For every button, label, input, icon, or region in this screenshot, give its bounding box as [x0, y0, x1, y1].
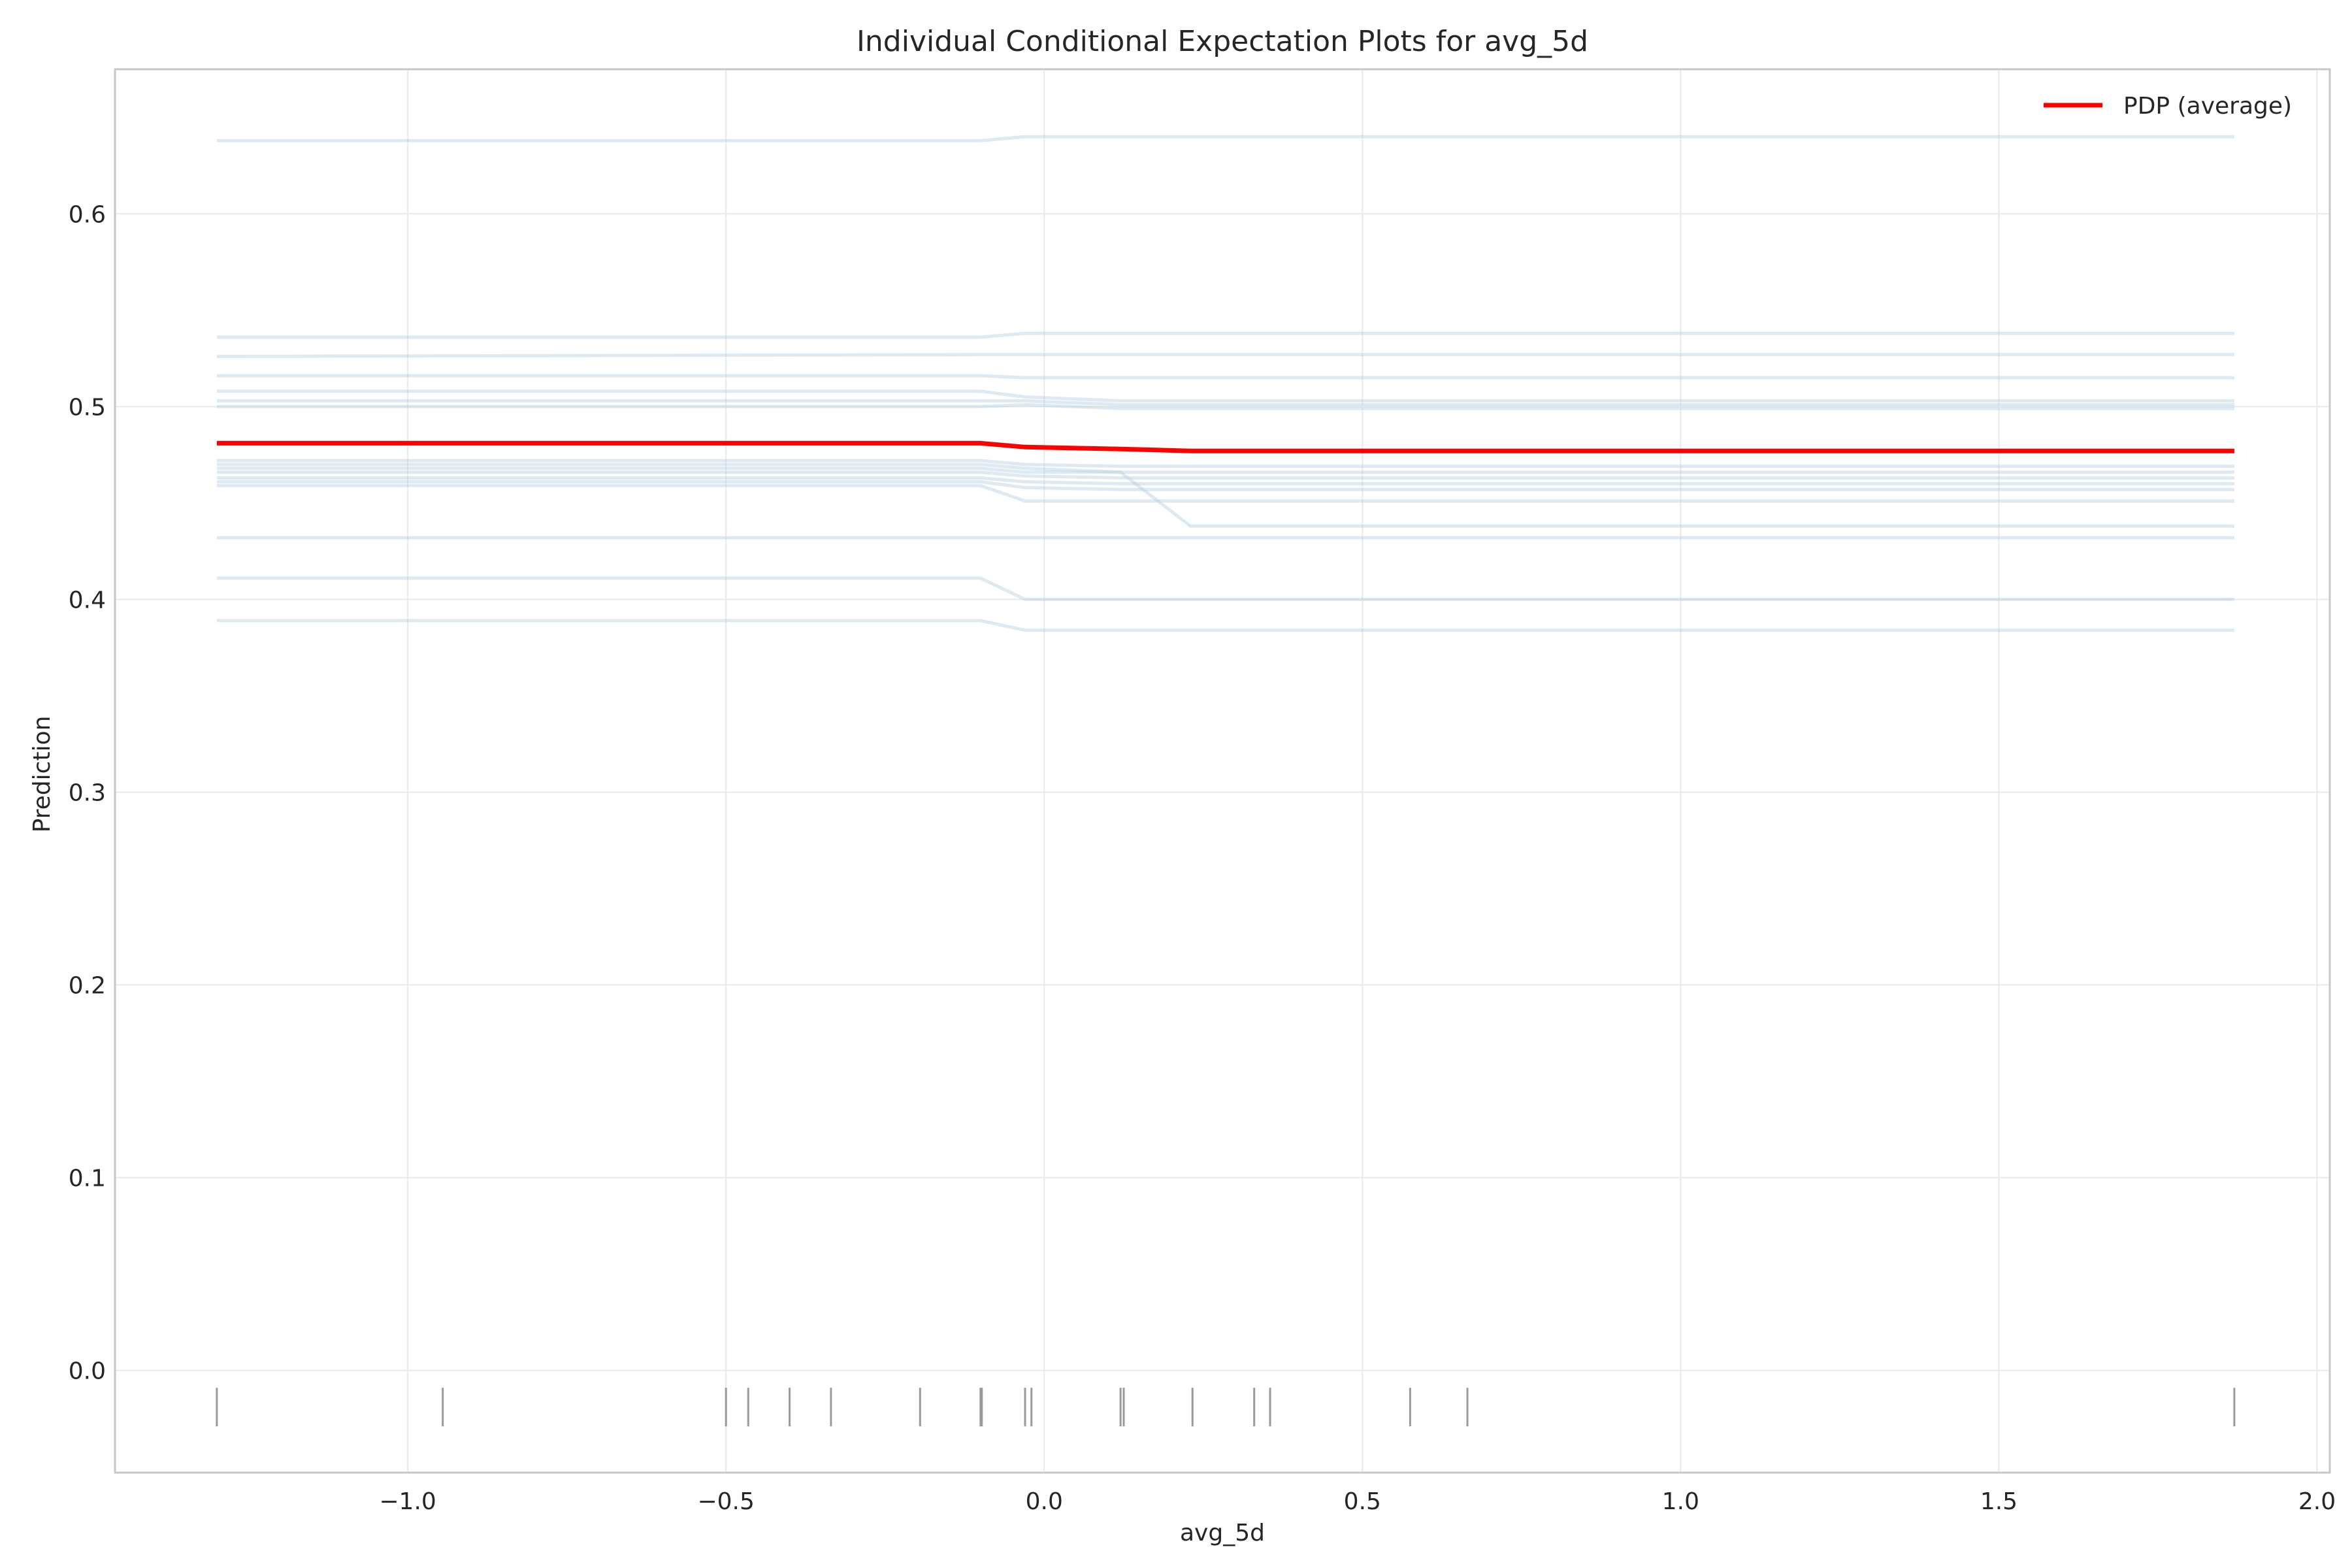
y-tick-label: 0.2: [69, 973, 106, 1000]
y-axis-label: Prediction: [29, 716, 56, 833]
x-tick-labels: −1.0 −0.5 0.0 0.5 1.0 1.5 2.0: [379, 1488, 2336, 1515]
x-tick-label: −0.5: [697, 1488, 754, 1515]
ice-line: [216, 576, 2234, 601]
ice-line: [216, 135, 2234, 142]
grid-layer: [115, 69, 2330, 1473]
y-tick-label: 0.3: [69, 779, 106, 806]
plot-frame: [114, 68, 2331, 1474]
y-tick-label: 0.6: [69, 201, 106, 228]
x-tick-label: 1.5: [1980, 1488, 2017, 1515]
legend-label-pdp: PDP (average): [2123, 93, 2292, 120]
y-tick-label: 0.4: [69, 587, 106, 613]
ice-line: [216, 459, 2234, 468]
legend: PDP (average): [2044, 93, 2292, 120]
x-tick-label: 2.0: [2298, 1488, 2336, 1515]
pdp-line-layer: [216, 440, 2234, 453]
x-axis-label: avg_5d: [1180, 1520, 1265, 1546]
chart-title: Individual Conditional Expectation Plots…: [857, 25, 1588, 58]
ice-line: [216, 483, 2234, 503]
x-tick-label: 0.5: [1344, 1488, 1381, 1515]
ice-line: [216, 402, 2234, 410]
y-tick-label: 0.1: [69, 1166, 106, 1192]
x-tick-label: −1.0: [379, 1488, 436, 1515]
ice-line: [216, 476, 2234, 485]
ice-line: [216, 470, 2234, 480]
y-tick-label: 0.5: [69, 394, 106, 421]
ice-line: [216, 619, 2234, 632]
x-tick-label: 0.0: [1026, 1488, 1063, 1515]
ice-lines: [216, 135, 2234, 632]
ice-line: [216, 389, 2234, 402]
ice-line: [216, 399, 2234, 406]
ice-line: [216, 480, 2234, 491]
ice-line: [216, 466, 2234, 474]
pdp-line: [216, 440, 2234, 453]
y-tick-label: 0.0: [69, 1358, 106, 1385]
ice-line: [216, 463, 2234, 528]
rug-marks: [216, 1388, 2236, 1427]
ice-line: [216, 353, 2234, 359]
ice-line: [216, 331, 2234, 339]
x-tick-label: 1.0: [1662, 1488, 1699, 1515]
y-tick-labels: 0.0 0.1 0.2 0.3 0.4 0.5 0.6: [69, 201, 106, 1384]
ice-line: [216, 374, 2234, 380]
